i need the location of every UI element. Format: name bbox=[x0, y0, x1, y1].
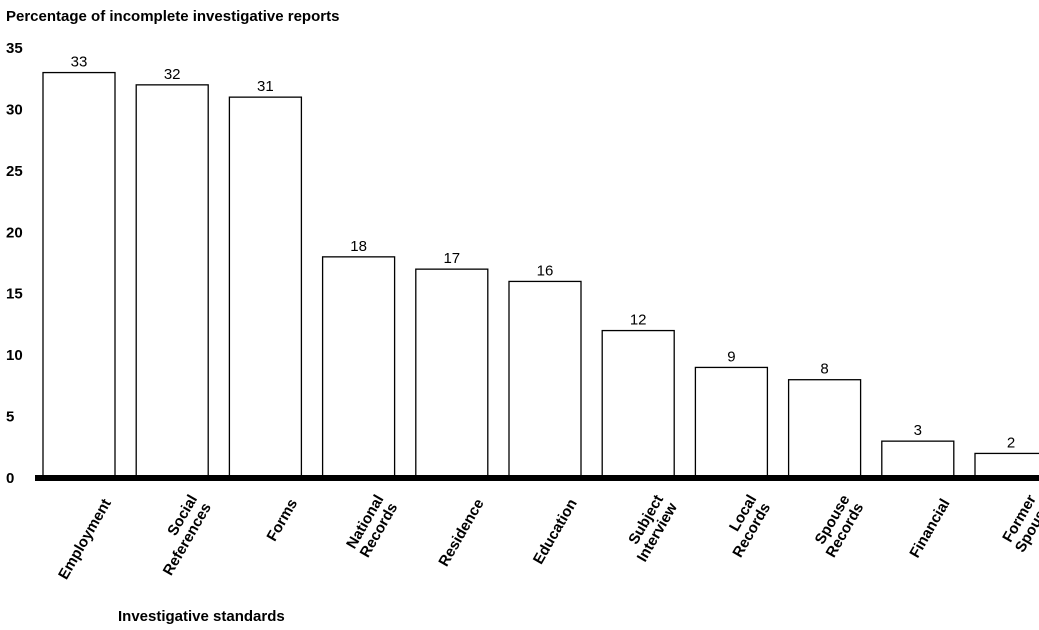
x-tick-label: NationalRecords bbox=[343, 492, 402, 560]
x-tick-label-line: Residence bbox=[435, 496, 487, 569]
x-tick-label: SpouseRecords bbox=[809, 492, 868, 560]
bars bbox=[42, 71, 1039, 479]
bar bbox=[228, 96, 303, 479]
y-tick-label: 35 bbox=[6, 40, 23, 57]
y-tick-label: 25 bbox=[6, 163, 23, 180]
x-axis-title: Investigative standards bbox=[118, 608, 285, 625]
bar bbox=[694, 366, 769, 479]
data-label: 31 bbox=[257, 78, 274, 95]
bar bbox=[508, 280, 582, 479]
data-label: 32 bbox=[164, 66, 181, 83]
data-label: 2 bbox=[1007, 434, 1015, 451]
x-tick-label-line: Forms bbox=[264, 496, 302, 544]
bar bbox=[974, 452, 1039, 479]
x-tick-label: Education bbox=[530, 496, 581, 567]
data-label: 9 bbox=[727, 348, 735, 365]
data-label: 16 bbox=[537, 262, 554, 279]
y-tick-label: 15 bbox=[6, 286, 23, 303]
bar bbox=[881, 440, 955, 479]
bar bbox=[321, 256, 396, 479]
x-tick-label-line: Education bbox=[530, 496, 581, 567]
bar bbox=[415, 268, 489, 479]
y-tick-label: 20 bbox=[6, 224, 23, 241]
x-tick-label-line: Financial bbox=[906, 496, 953, 561]
x-tick-label: Residence bbox=[435, 496, 487, 569]
chart-title: Percentage of incomplete investigative r… bbox=[6, 8, 339, 25]
x-tick-label: LocalRecords bbox=[716, 492, 775, 560]
x-axis-ticks: Employment SocialReferences Forms NationalR… bbox=[55, 492, 1039, 583]
y-tick-label: 0 bbox=[6, 470, 14, 487]
y-axis-ticks: 0 5 10 15 20 25 30 35 bbox=[6, 40, 23, 487]
x-tick-label: FormerSpouse bbox=[998, 492, 1039, 556]
data-label: 3 bbox=[914, 422, 922, 439]
data-label: 18 bbox=[350, 238, 367, 255]
bar bbox=[787, 379, 862, 479]
data-label: 8 bbox=[820, 361, 828, 378]
bar bbox=[601, 329, 675, 479]
data-label: 17 bbox=[443, 250, 460, 267]
y-tick-label: 30 bbox=[6, 101, 23, 118]
x-tick-label: SocialReferences bbox=[146, 492, 215, 579]
x-tick-label: Employment bbox=[55, 496, 115, 582]
data-label: 12 bbox=[630, 312, 647, 329]
y-tick-label: 5 bbox=[6, 409, 14, 426]
x-tick-label-line: Employment bbox=[55, 496, 115, 582]
x-tick-label: Financial bbox=[906, 496, 953, 561]
data-label: 33 bbox=[71, 54, 88, 71]
bar bbox=[135, 84, 209, 479]
x-tick-label: Forms bbox=[264, 496, 302, 544]
x-tick-label: SubjectInterview bbox=[620, 492, 681, 565]
y-tick-label: 10 bbox=[6, 347, 23, 364]
bar bbox=[42, 71, 116, 479]
